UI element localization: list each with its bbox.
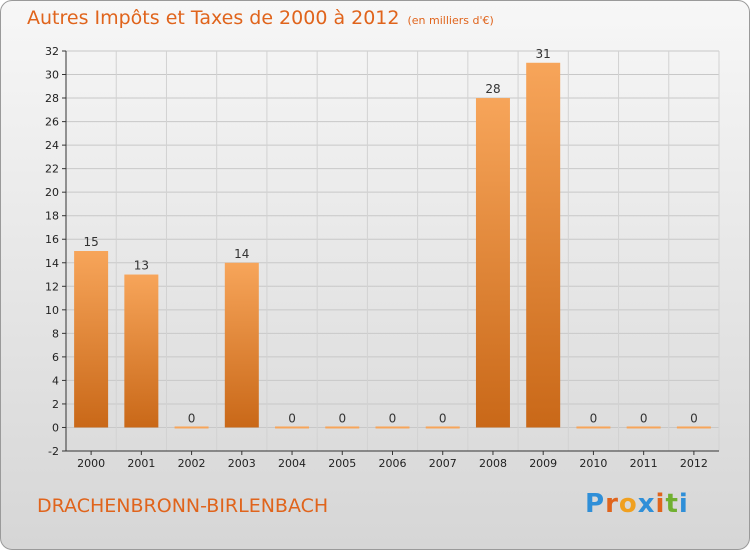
data-label: 13 [134,259,149,273]
data-label: 15 [83,235,98,249]
y-tick-label: 12 [45,280,59,293]
commune-name: DRACHENBRONN-BIRLENBACH [37,495,329,517]
chart-title: Autres Impôts et Taxes de 2000 à 2012 (en… [27,7,494,29]
chart-unit-label: (en milliers d'€) [407,14,494,27]
y-tick-label: 30 [45,69,59,82]
data-label: 0 [389,411,397,425]
logo-letter: r [605,489,619,519]
y-tick-label: 6 [52,351,59,364]
data-label: 28 [485,82,500,96]
y-tick-label: 8 [52,327,59,340]
x-tick-label: 2005 [328,457,356,470]
bar [425,426,460,429]
x-tick-label: 2011 [630,457,658,470]
data-label: 0 [640,411,648,425]
x-tick-label: 2006 [379,457,407,470]
bar [526,62,561,428]
plot-area [66,51,719,451]
x-tick-label: 2007 [429,457,457,470]
bar [124,274,159,428]
bar [224,262,259,428]
x-tick-label: 2009 [529,457,557,470]
data-label: 0 [590,411,598,425]
y-tick-label: 24 [45,139,59,152]
logo-letter: P [585,489,606,519]
bar [475,98,510,428]
bar [626,426,661,429]
y-tick-label: 2 [52,398,59,411]
y-tick-label: 14 [45,257,59,270]
x-tick-label: 2002 [178,457,206,470]
x-tick-label: 2004 [278,457,306,470]
bar [174,426,209,429]
data-label: 14 [234,247,249,261]
y-tick-label: -2 [48,445,59,458]
logo-letter: o [618,489,638,519]
bars [74,62,711,429]
bar [375,426,410,429]
x-tick-label: 2000 [77,457,105,470]
y-tick-label: 0 [52,421,59,434]
y-tick-label: 20 [45,186,59,199]
bar [325,426,360,429]
gridlines [65,50,720,452]
x-tick-label: 2001 [127,457,155,470]
data-label: 0 [338,411,346,425]
bar [676,426,711,429]
x-tick-label: 2008 [479,457,507,470]
y-tick-label: 18 [45,210,59,223]
y-tick-label: 32 [45,45,59,58]
chart-title-text: Autres Impôts et Taxes de 2000 à 2012 [27,7,400,29]
x-tick-label: 2010 [579,457,607,470]
bar [576,426,611,429]
y-tick-label: 22 [45,163,59,176]
labels: 2000 15 2001 13 2002 0 2003 14 2004 0 2005 0 2006 0 20… [77,47,708,470]
x-tick-label: 2003 [228,457,256,470]
y-tick-label: 16 [45,233,59,246]
logo-letter: i [655,489,666,519]
bar [74,251,109,428]
x-tick-label: 2012 [680,457,708,470]
proxiti-logo: Proxiti [585,489,689,519]
logo-letter: t [665,489,679,519]
logo-letter: i [678,489,689,519]
y-tick-label: 10 [45,304,59,317]
data-label: 0 [439,411,447,425]
data-label: 0 [690,411,698,425]
y-tick-label: 26 [45,116,59,129]
data-label: 31 [536,47,551,61]
y-tick-label: 28 [45,92,59,105]
y-tick-label: 4 [52,374,59,387]
bar [275,426,310,429]
data-label: 0 [288,411,296,425]
data-label: 0 [188,411,196,425]
logo-letter: x [637,489,656,519]
